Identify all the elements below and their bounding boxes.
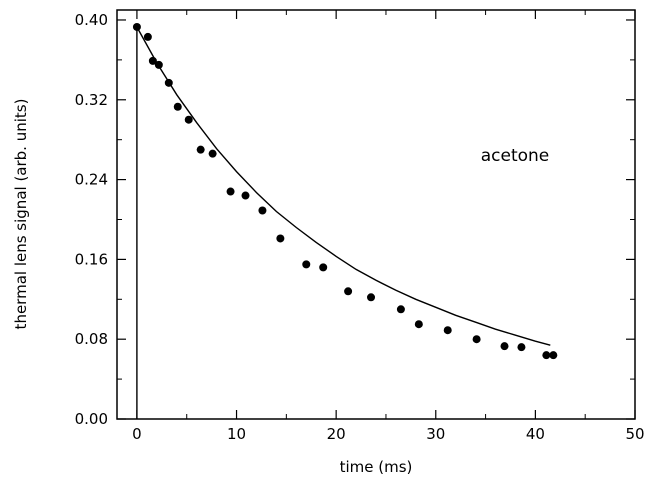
x-tick-label: 0 xyxy=(132,425,142,443)
data-point xyxy=(367,293,376,302)
plot-frame xyxy=(116,9,636,420)
data-point xyxy=(276,234,285,243)
y-tick-label: 0.24 xyxy=(75,171,108,189)
data-point xyxy=(344,287,353,296)
data-point xyxy=(414,320,423,329)
data-point xyxy=(472,335,481,344)
x-tick-label: 50 xyxy=(625,425,644,443)
data-point xyxy=(241,191,250,200)
y-axis-title: thermal lens signal (arb. units) xyxy=(12,99,30,330)
axis-tick-labels: 0 10 20 30 40 50 0.00 0.08 0.16 0.24 0.32 0.40 xyxy=(75,11,645,443)
y-tick-label: 0.16 xyxy=(75,250,108,268)
data-point xyxy=(542,351,551,360)
data-point xyxy=(196,145,205,154)
x-tick-label: 40 xyxy=(526,425,545,443)
acetone-annotation: acetone xyxy=(481,146,550,166)
y-tick-label: 0.40 xyxy=(75,11,108,29)
data-point xyxy=(132,22,141,31)
y-tick-label: 0.32 xyxy=(75,91,108,109)
x-tick-label: 30 xyxy=(426,425,445,443)
data-point xyxy=(500,342,509,351)
data-point xyxy=(302,260,311,269)
x-axis-title: time (ms) xyxy=(340,458,413,476)
data-point xyxy=(443,326,452,335)
data-point xyxy=(184,115,193,124)
data-point xyxy=(549,351,558,360)
y-tick-label: 0.08 xyxy=(75,330,108,348)
fit-curve xyxy=(136,26,551,346)
data-point xyxy=(396,305,405,314)
data-point xyxy=(258,206,267,215)
x-tick-label: 10 xyxy=(227,425,246,443)
axis-ticks xyxy=(117,10,636,420)
data-point xyxy=(517,343,526,352)
data-point xyxy=(319,263,328,272)
data-point xyxy=(226,187,235,196)
y-tick-label: 0.00 xyxy=(75,410,108,428)
x-tick-label: 20 xyxy=(327,425,346,443)
data-marks xyxy=(132,22,558,419)
data-point xyxy=(143,32,152,41)
data-point xyxy=(173,102,182,111)
data-point xyxy=(208,149,217,158)
